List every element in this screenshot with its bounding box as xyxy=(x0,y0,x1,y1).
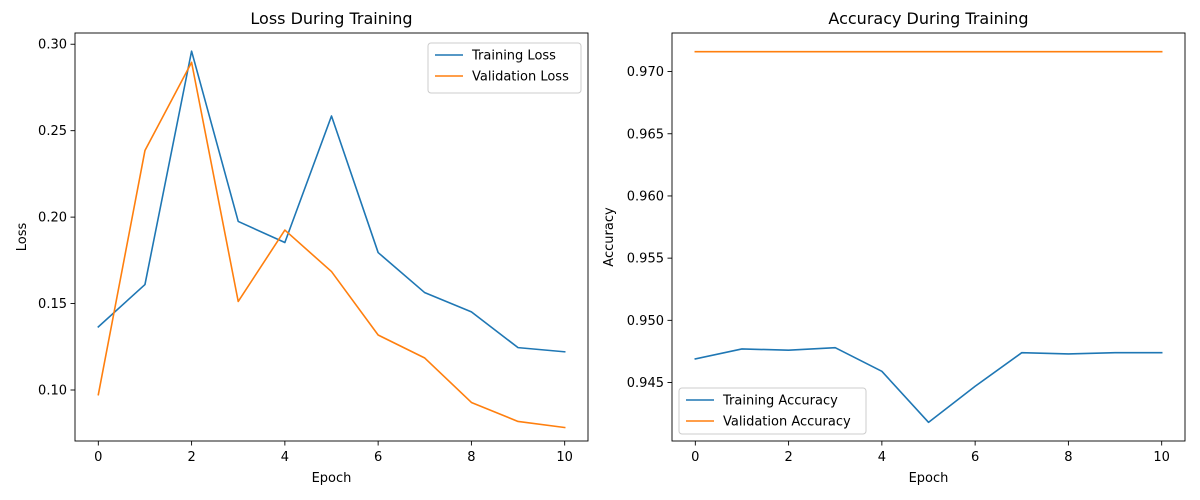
chart-title: Loss During Training xyxy=(250,9,412,28)
y-tick-label: 0.955 xyxy=(627,252,664,267)
legend-label: Training Loss xyxy=(471,49,556,64)
y-tick-label: 0.950 xyxy=(627,314,664,329)
x-tick-label: 0 xyxy=(691,450,699,465)
legend: Training Accuracy Validation Accuracy xyxy=(678,387,867,435)
y-axis-label: Accuracy xyxy=(602,207,617,267)
x-tick-label: 6 xyxy=(374,450,382,465)
x-tick-label: 2 xyxy=(784,450,792,465)
chart-title: Accuracy During Training xyxy=(828,9,1028,28)
chart-panel-2: 0 2 4 6 8 10 0.945 0.950 0.955 0.960 0.965 0.970 Acc… xyxy=(602,9,1186,486)
y-tick-label: 0.20 xyxy=(38,211,67,226)
axes-frame xyxy=(671,32,1186,442)
y-tick-label: 0.960 xyxy=(627,189,664,204)
y-tick-label: 0.965 xyxy=(627,127,664,142)
x-tick-label: 4 xyxy=(281,450,289,465)
legend-box xyxy=(427,42,582,94)
y-tick-label: 0.970 xyxy=(627,65,664,80)
y-tick-label: 0.30 xyxy=(38,38,67,53)
y-axis-label: Loss xyxy=(15,223,30,252)
x-tick-label: 4 xyxy=(878,450,886,465)
legend: Training Loss Validation Loss xyxy=(427,42,582,94)
legend-label: Validation Accuracy xyxy=(723,415,851,430)
x-tick-label: 8 xyxy=(1064,450,1072,465)
y-tick-label: 0.945 xyxy=(627,376,664,391)
y-tick-label: 0.10 xyxy=(38,384,67,399)
x-tick-label: 10 xyxy=(1153,450,1170,465)
x-tick-label: 2 xyxy=(187,450,195,465)
legend-label: Training Accuracy xyxy=(722,394,838,409)
x-axis-label: Epoch xyxy=(909,471,949,486)
x-tick-label: 10 xyxy=(556,450,573,465)
legend-label: Validation Loss xyxy=(472,70,569,85)
series-line-validation-loss xyxy=(97,61,566,429)
x-axis-label: Epoch xyxy=(312,471,352,486)
y-tick-label: 0.25 xyxy=(38,124,67,139)
x-tick-label: 8 xyxy=(467,450,475,465)
x-tick-label: 0 xyxy=(94,450,102,465)
x-tick-label: 6 xyxy=(971,450,979,465)
axes-frame xyxy=(74,32,589,442)
legend-box xyxy=(678,387,867,435)
series-line-training-loss xyxy=(97,50,566,353)
chart-panel-1: 0 2 4 6 8 10 0.10 0.15 0.20 0.25 0.30 Loss During T… xyxy=(15,9,589,486)
series-line-training-accuracy xyxy=(694,346,1163,424)
y-tick-label: 0.15 xyxy=(38,297,67,312)
